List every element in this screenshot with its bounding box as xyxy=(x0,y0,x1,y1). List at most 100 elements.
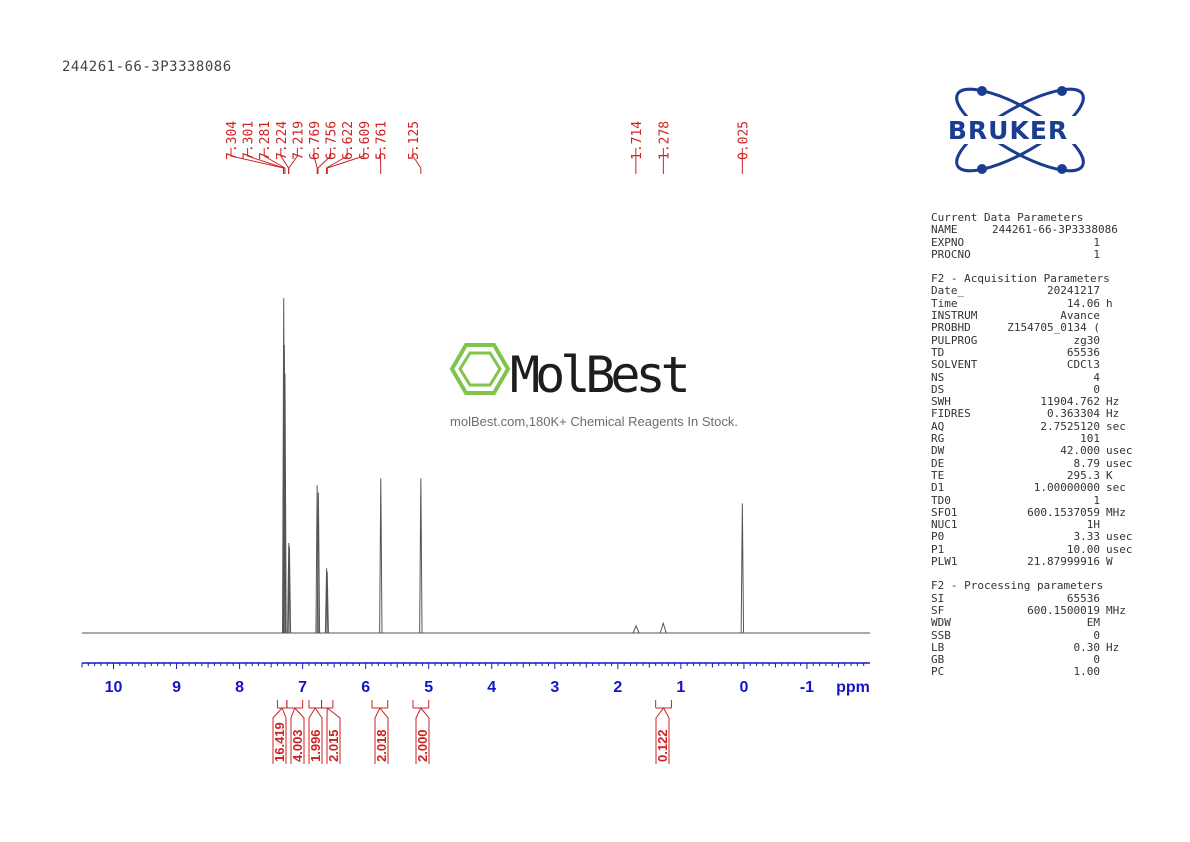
param-value: 0 xyxy=(1093,628,1100,642)
param-value: 1H xyxy=(1086,518,1100,532)
param-unit xyxy=(1100,666,1106,678)
param-row-te: TE 295.3 K xyxy=(931,468,1113,482)
bruker-logo-text: BRUKER xyxy=(948,116,1068,145)
spectrum-peak xyxy=(287,546,292,634)
param-key: SFO1 xyxy=(931,505,958,519)
integrals-group: 16.419 4.003 1.996 2.015 2.018 2.000 0.122 xyxy=(272,700,672,764)
integral-value: 2.018 xyxy=(374,729,389,762)
integral-value: 2.015 xyxy=(326,729,341,762)
param-value: 244261-66-3P3338086 xyxy=(992,223,1118,237)
param-row-pc: PC 1.00 xyxy=(931,665,1106,679)
x-tick-label: -1 xyxy=(800,679,814,696)
param-unit xyxy=(1100,347,1106,359)
peak-leader-lines xyxy=(230,148,743,174)
param-unit xyxy=(1100,359,1106,371)
integral-region: 1.996 xyxy=(308,700,323,764)
x-tick-label: 4 xyxy=(487,679,496,696)
spectrum-plot xyxy=(82,298,870,634)
param-key: PROBHD xyxy=(931,321,971,335)
param-unit xyxy=(1100,335,1106,347)
peak-label: 6.769 xyxy=(308,121,323,160)
param-unit xyxy=(1100,249,1106,261)
sample-id: 244261-66-3P3338086 xyxy=(62,59,232,75)
spectrum-peak xyxy=(419,478,423,634)
param-unit: Hz xyxy=(1106,640,1120,654)
peak-labels-group: 7.304 7.301 7.281 7.224 7.219 6.769 6.756 6.622… xyxy=(225,121,751,160)
param-key: RG xyxy=(931,432,945,446)
spectrum-peak xyxy=(316,492,321,634)
param-key: TD xyxy=(931,345,945,359)
peak-leader-line xyxy=(326,148,365,174)
param-row-p0: P0 3.33 usec xyxy=(931,530,1133,544)
param-key: TE xyxy=(931,468,945,482)
param-row-time: Time 14.06 h xyxy=(931,296,1113,310)
peak-leader-line xyxy=(313,148,318,174)
param-row-solvent: SOLVENT CDCl3 xyxy=(931,358,1106,372)
param-value: CDCl3 xyxy=(1066,358,1100,372)
integral-region: 4.003 xyxy=(286,700,305,764)
x-unit-label: ppm xyxy=(836,679,870,696)
integral-region: 2.015 xyxy=(321,700,341,764)
peak-leader-line xyxy=(263,148,286,174)
param-row-name: NAME 244261-66-3P3338086 xyxy=(931,223,1118,237)
param-value: 600.1537059 xyxy=(1027,505,1100,519)
param-key: SF xyxy=(931,603,945,617)
param-value: 65536 xyxy=(1066,345,1100,359)
param-key: FIDRES xyxy=(931,407,971,421)
param-value: 1.00000000 xyxy=(1033,481,1100,495)
peak-label: 7.301 xyxy=(242,121,257,160)
param-row-expno: EXPNO 1 xyxy=(931,235,1106,249)
param-value: 295.3 xyxy=(1066,468,1100,482)
spectrum-peak xyxy=(283,373,287,634)
peak-label: 6.622 xyxy=(341,121,356,160)
param-unit xyxy=(1100,654,1106,666)
param-key: P1 xyxy=(931,542,945,556)
integral-value: 16.419 xyxy=(272,722,287,762)
param-unit: h xyxy=(1106,296,1113,310)
param-unit: Hz xyxy=(1106,407,1120,421)
integral-value: 4.003 xyxy=(290,729,305,762)
param-unit: usec xyxy=(1106,444,1133,458)
param-unit: K xyxy=(1106,468,1113,482)
param-key: SWH xyxy=(931,395,951,409)
param-key: Date_ xyxy=(931,284,965,298)
param-unit xyxy=(1100,310,1106,322)
peak-leader-line xyxy=(317,148,332,174)
integral-value: 1.996 xyxy=(308,729,323,762)
param-row-td0: TD0 1 xyxy=(931,494,1106,507)
param-row-plw1: PLW1 21.87999916 W xyxy=(931,555,1113,568)
x-tick-label: 3 xyxy=(550,679,559,696)
spectrum-peak xyxy=(324,568,329,634)
param-value: 1 xyxy=(1093,235,1100,249)
param-unit xyxy=(1100,322,1106,334)
peak-leader-line xyxy=(412,148,422,174)
param-row-procno: PROCNO 1 xyxy=(931,248,1106,261)
param-value: 0 xyxy=(1093,382,1100,396)
param-value: 0.30 xyxy=(1073,640,1101,654)
param-value: 10.00 xyxy=(1066,542,1100,556)
param-key: P0 xyxy=(931,530,945,544)
param-row-sf: SF 600.1500019 MHz xyxy=(931,603,1126,617)
param-key: D1 xyxy=(931,481,945,495)
x-tick-label: 2 xyxy=(613,679,622,696)
param-value: Z154705_0134 ( xyxy=(1007,321,1100,335)
parameters-panel: Current Data Parameters NAME 244261-66-3P… xyxy=(931,211,1133,679)
param-row-p1: P1 10.00 usec xyxy=(931,542,1133,556)
spectrum-peak xyxy=(379,478,383,634)
param-value: 65536 xyxy=(1066,591,1100,605)
param-value: 14.06 xyxy=(1066,296,1100,310)
param-row-wdw: WDW EM xyxy=(931,616,1106,629)
peak-label: 6.756 xyxy=(325,121,340,160)
param-key: GB xyxy=(931,653,945,667)
param-unit xyxy=(1100,285,1106,297)
spectrum-peak xyxy=(282,344,287,634)
param-key: INSTRUM xyxy=(931,309,978,323)
integral-value: 2.000 xyxy=(415,729,430,762)
param-key: DS xyxy=(931,382,945,396)
param-value: Avance xyxy=(1060,309,1100,323)
param-key: PC xyxy=(931,665,945,679)
param-value: 4 xyxy=(1093,370,1100,384)
param-row-gb: GB 0 xyxy=(931,653,1106,667)
param-key: AQ xyxy=(931,419,945,433)
integral-region: 2.018 xyxy=(371,700,389,764)
